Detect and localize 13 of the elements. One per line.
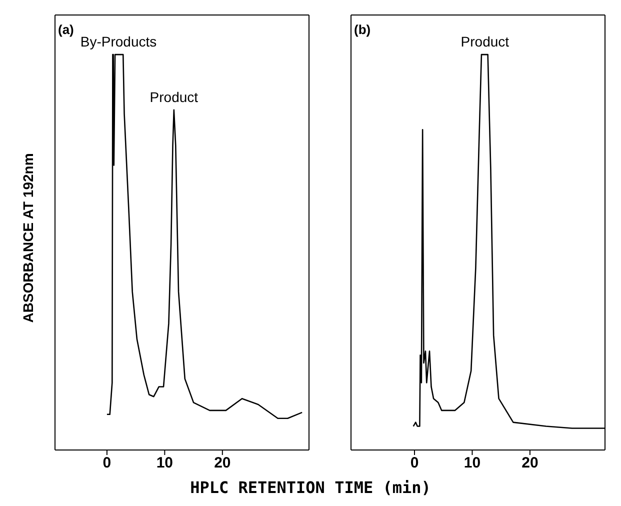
x-tick-label: 0 <box>410 454 419 472</box>
annotation: Product <box>460 34 510 50</box>
annotation: By-Products <box>80 34 157 50</box>
x-tick-label: 10 <box>156 454 174 472</box>
x-tick-label: 20 <box>522 454 538 472</box>
x-tick-label: 0 <box>102 454 112 472</box>
text: (a) <box>58 22 74 37</box>
x-axis-title: HPLC RETENTION TIME (min) <box>189 478 432 497</box>
text: (b) <box>354 22 371 37</box>
y-axis-title: ABSORBANCE AT 192nm <box>20 153 36 323</box>
x-tick-label: 10 <box>464 454 481 472</box>
x-tick-label: 20 <box>214 454 231 472</box>
annotation: Product <box>150 88 198 105</box>
